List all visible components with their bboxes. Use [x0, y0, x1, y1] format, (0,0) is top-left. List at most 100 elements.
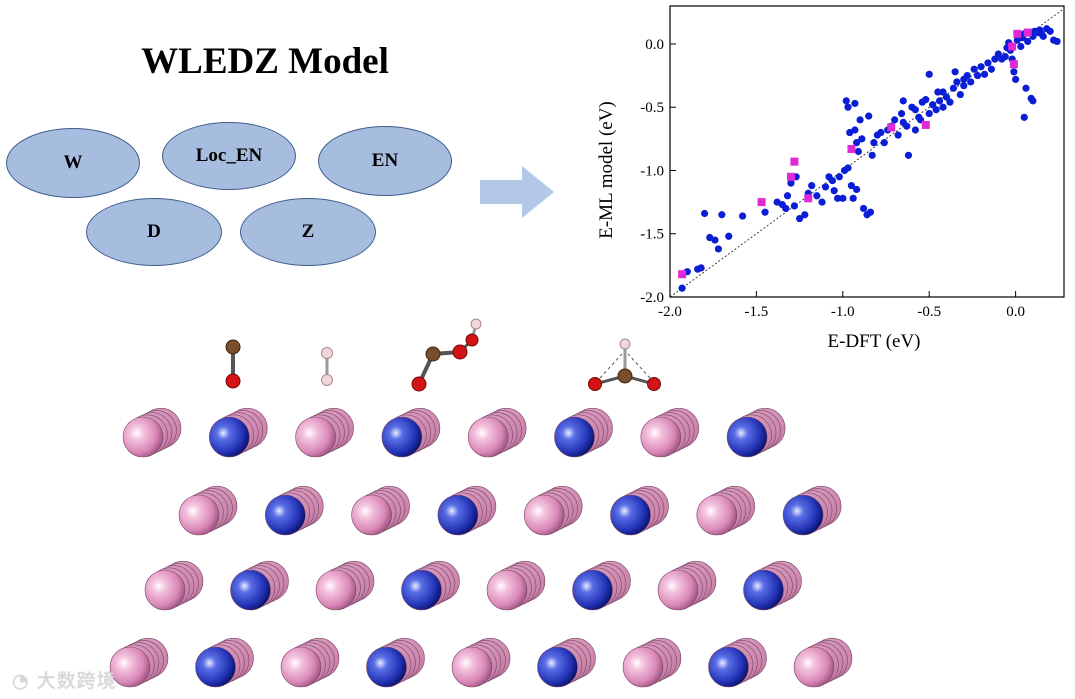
data-point-circle — [834, 194, 842, 202]
y-tick-label: -2.0 — [640, 290, 664, 306]
feature-w: W — [6, 128, 140, 198]
data-point-circle — [1022, 84, 1030, 92]
hco-bridging-molecule — [588, 338, 661, 391]
surface-atom-pink — [351, 494, 392, 536]
data-point-circle — [991, 55, 999, 63]
data-point-circle — [1001, 53, 1009, 61]
data-point-circle — [932, 106, 940, 114]
data-point-circle — [897, 109, 906, 118]
plot-frame — [669, 5, 1065, 298]
surface-atom-blue — [782, 494, 824, 536]
surface-atom-blue — [366, 646, 407, 688]
surface-atom-blue — [554, 416, 595, 458]
data-point-square — [678, 270, 687, 279]
surface-atom-pink — [280, 646, 322, 688]
data-point-circle — [922, 96, 930, 104]
data-point-square — [921, 120, 930, 129]
data-point-circle — [808, 182, 816, 190]
data-point-circle — [1029, 97, 1037, 105]
data-point-square — [1009, 60, 1018, 69]
data-point-circle — [994, 50, 1002, 58]
y-tick-label: 0.0 — [645, 37, 664, 53]
surface-atom-pink — [144, 569, 186, 611]
data-point-circle — [939, 88, 947, 96]
data-point-circle — [718, 211, 726, 219]
data-point-circle — [934, 88, 942, 96]
surface-atom-blue — [572, 569, 613, 611]
h2-molecule — [321, 347, 333, 386]
data-point-circle — [984, 59, 992, 67]
data-point-circle — [870, 139, 878, 147]
surface-atom-blue — [743, 569, 784, 611]
data-point-circle — [865, 112, 873, 120]
y-tick-label: -1.5 — [640, 227, 664, 243]
watermark-logo-icon: ◔ — [12, 670, 30, 692]
data-point-square — [1023, 28, 1032, 37]
feature-d-label: D — [147, 221, 161, 242]
surface-atom-pink — [295, 416, 336, 458]
data-point-circle — [1012, 75, 1020, 83]
data-point-circle — [877, 128, 885, 137]
data-point-circle — [956, 90, 964, 99]
data-point-circle — [925, 109, 933, 118]
surface-atom-pink — [486, 569, 528, 611]
data-point-circle — [790, 202, 799, 210]
data-point-circle — [953, 78, 961, 86]
data-point-circle — [796, 214, 804, 223]
data-point-circle — [939, 103, 947, 111]
data-point-square — [804, 194, 813, 203]
surface-atom-blue — [401, 569, 442, 611]
data-point-circle — [987, 65, 996, 73]
data-point-circle — [700, 209, 709, 218]
data-point-circle — [835, 173, 843, 181]
surface-atom-blue — [195, 646, 236, 688]
surface-atom-pink — [622, 646, 664, 688]
data-point-circle — [782, 204, 790, 213]
data-point-circle — [973, 71, 982, 80]
data-point-circle — [942, 93, 951, 101]
data-point-circle — [1010, 68, 1018, 76]
data-point-circle — [1053, 37, 1061, 46]
data-point-circle — [951, 68, 959, 76]
surface-atom-pink — [178, 494, 220, 536]
adsorbates-row — [225, 318, 661, 392]
surface-atom-blue — [264, 494, 306, 536]
watermark: ◔ 大数跨境 — [12, 666, 117, 693]
cooh-molecule — [411, 318, 482, 392]
surface-atom-blue — [437, 494, 479, 536]
data-point-circle — [1017, 42, 1025, 51]
y-tick-label: -1.0 — [640, 163, 664, 179]
surface-atom-pink — [122, 416, 164, 458]
data-point-circle — [1020, 113, 1028, 121]
y-tick-label: -0.5 — [640, 100, 664, 116]
data-point-circle — [858, 135, 866, 143]
data-point-circle — [853, 139, 861, 147]
x-axis-label: E-DFT (eV) — [827, 331, 920, 352]
data-point-circle — [891, 116, 899, 124]
data-point-circle — [1046, 27, 1054, 35]
surface-atom-pink — [523, 494, 565, 536]
data-point-circle — [854, 147, 862, 156]
surface-atom-pink — [315, 569, 357, 611]
data-point-circle — [847, 182, 856, 190]
data-point-circle — [851, 126, 859, 134]
surface-atom-blue — [381, 416, 423, 458]
data-point-circle — [868, 151, 876, 159]
x-tick-label: 0.0 — [1006, 304, 1025, 320]
data-point-circle — [697, 264, 705, 272]
data-point-square — [847, 144, 856, 153]
data-point-circle — [830, 187, 838, 195]
data-point-circle — [678, 284, 686, 292]
data-point-circle — [960, 82, 968, 90]
feature-loc-en-label: Loc_EN — [195, 145, 263, 166]
data-point-circle — [856, 116, 864, 124]
data-point-circle — [839, 194, 847, 202]
data-point-circle — [844, 103, 852, 111]
surface-atom-pink — [451, 646, 493, 688]
data-point-circle — [946, 98, 954, 106]
watermark-text: 大数跨境 — [36, 670, 117, 692]
data-point-circle — [821, 183, 830, 191]
data-point-circle — [859, 204, 868, 213]
data-point-circle — [818, 198, 826, 206]
